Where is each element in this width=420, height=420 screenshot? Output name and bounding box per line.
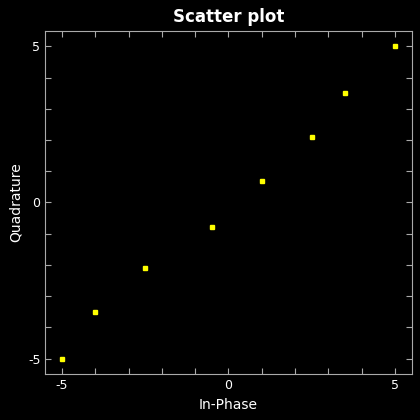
Y-axis label: Quadrature: Quadrature <box>8 163 22 242</box>
Channel 1 <box>309 134 314 139</box>
X-axis label: In-Phase: In-Phase <box>199 398 258 412</box>
Channel 1 <box>343 91 348 96</box>
Channel 1 <box>93 309 98 314</box>
Channel 1 <box>143 265 148 270</box>
Channel 1 <box>259 178 264 183</box>
Channel 1 <box>59 356 64 361</box>
Channel 1 <box>209 225 214 230</box>
Line: Channel 1: Channel 1 <box>60 44 397 361</box>
Title: Scatter plot: Scatter plot <box>173 8 284 26</box>
Channel 1 <box>393 44 398 49</box>
